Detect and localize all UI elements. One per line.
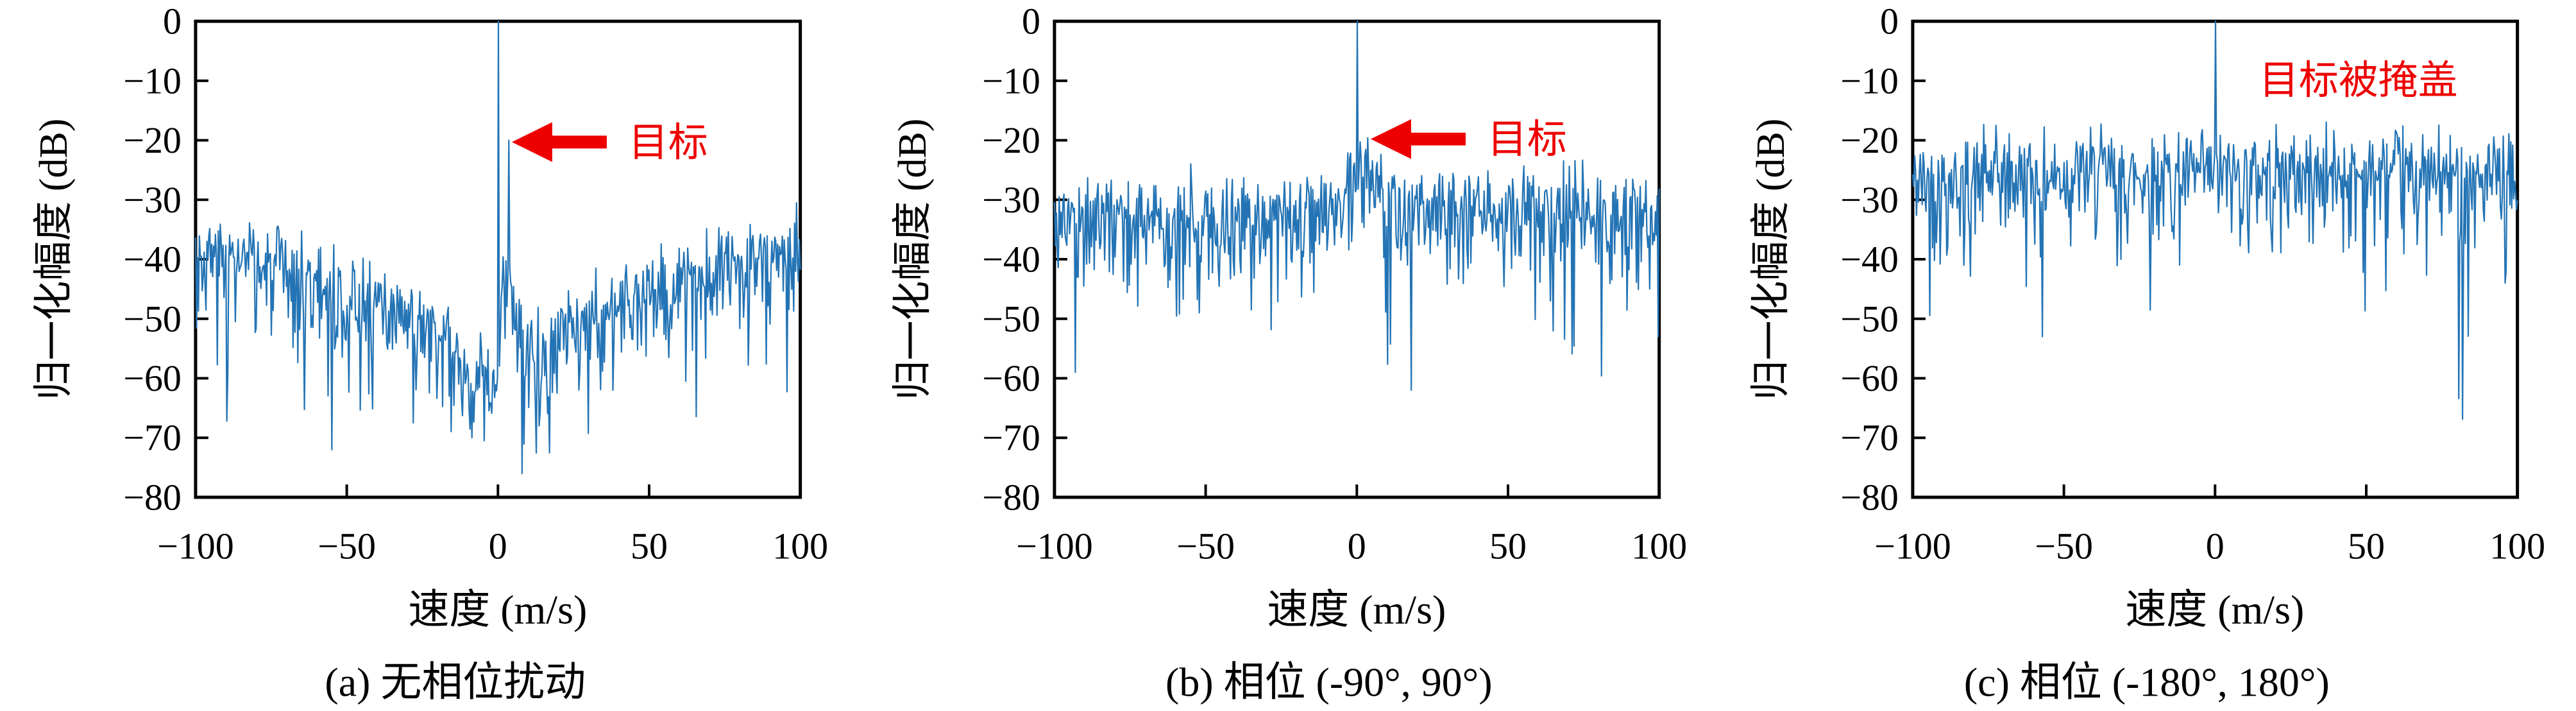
caption-b: (b) 相位 (-90°, 90°) — [1165, 659, 1493, 705]
x-tick-label: 100 — [772, 525, 828, 567]
caption-a: (a) 无相位扰动 — [325, 659, 586, 705]
y-tick-label: −80 — [982, 476, 1040, 518]
y-tick-label: −50 — [123, 298, 182, 339]
x-tick-label: 100 — [2490, 525, 2546, 567]
trace-group-b — [1053, 21, 1660, 391]
panel-c: −100 −50 0 50 100 0 −10 −20 −30 −40 −50 −60 −70 −80 归… — [1749, 1, 2546, 705]
spectrum-trace — [194, 21, 801, 474]
axes-a: −100 −50 0 50 100 0 −10 −20 −30 −40 −50 −60 −70 −80 — [123, 1, 828, 567]
y-tick-label: −60 — [982, 357, 1040, 399]
x-axis-label-c: 速度 (m/s) — [2126, 587, 2305, 632]
y-tick-label: −30 — [123, 179, 182, 221]
target-arrow — [511, 122, 607, 162]
y-tick-label: −20 — [123, 119, 182, 161]
x-tick-label: −50 — [1176, 525, 1235, 567]
y-tick-label: 0 — [1022, 1, 1040, 42]
y-axis-label-b: 归一化幅度 (dB) — [891, 119, 935, 400]
x-tick-label: 0 — [1347, 525, 1366, 567]
target-masked-annotation-c: 目标被掩盖 — [2259, 59, 2458, 103]
x-tick-label: 0 — [2206, 525, 2224, 567]
y-tick-label: −30 — [1841, 179, 1899, 221]
y-tick-label: −30 — [982, 179, 1040, 221]
panel-a: −100 −50 0 50 100 0 −10 −20 −30 −40 −50 −60 −70 −80 归… — [32, 1, 828, 705]
y-tick-label: −10 — [982, 60, 1040, 101]
y-tick-label: −10 — [123, 60, 182, 101]
target-annotation-a: 目标 — [629, 121, 708, 165]
x-tick-label: −100 — [1016, 525, 1093, 567]
y-axis-label-c: 归一化幅度 (dB) — [1749, 119, 1793, 400]
y-tick-label: −70 — [982, 417, 1040, 459]
y-tick-label: −20 — [1841, 119, 1899, 161]
annotation-group-b — [1370, 119, 1466, 159]
x-tick-label: −50 — [2035, 525, 2094, 567]
y-tick-label: −60 — [123, 357, 182, 399]
target-arrow — [1370, 119, 1466, 159]
annotation-group-a — [511, 122, 607, 162]
y-tick-label: −70 — [1841, 417, 1899, 459]
y-tick-label: −40 — [982, 239, 1040, 280]
y-tick-label: −40 — [123, 239, 182, 280]
y-tick-label: −10 — [1841, 60, 1899, 101]
y-axis-label-a: 归一化幅度 (dB) — [32, 119, 76, 400]
y-tick-label: −50 — [1841, 298, 1899, 339]
x-tick-label: 50 — [631, 525, 668, 567]
y-tick-label: 0 — [163, 1, 182, 42]
y-tick-label: −70 — [123, 417, 182, 459]
x-tick-label: 100 — [1631, 525, 1687, 567]
spectrum-trace — [1053, 21, 1660, 391]
x-tick-label: −50 — [318, 525, 376, 567]
spectrum-trace — [1912, 21, 2519, 420]
x-tick-label: 50 — [1489, 525, 1527, 567]
y-tick-label: −80 — [123, 476, 182, 518]
panel-b: −100 −50 0 50 100 0 −10 −20 −30 −40 −50 −60 −70 −80 归… — [891, 1, 1687, 705]
trace-group-c — [1912, 21, 2519, 420]
axes-b: −100 −50 0 50 100 0 −10 −20 −30 −40 −50 −60 −70 −80 — [982, 1, 1687, 567]
axes-c: −100 −50 0 50 100 0 −10 −20 −30 −40 −50 −60 −70 −80 — [1841, 1, 2546, 567]
x-tick-label: 50 — [2348, 525, 2385, 567]
x-tick-label: 0 — [489, 525, 507, 567]
y-tick-label: −20 — [982, 119, 1040, 161]
x-tick-label: −100 — [157, 525, 234, 567]
y-tick-label: −40 — [1841, 239, 1899, 280]
x-axis-label-a: 速度 (m/s) — [408, 587, 587, 632]
y-tick-label: −80 — [1841, 476, 1899, 518]
target-annotation-b: 目标 — [1487, 118, 1566, 162]
trace-group-a — [194, 21, 801, 474]
x-axis-label-b: 速度 (m/s) — [1267, 587, 1446, 632]
caption-c: (c) 相位 (-180°, 180°) — [1964, 659, 2330, 705]
x-tick-label: −100 — [1874, 525, 1951, 567]
y-tick-label: −60 — [1841, 357, 1899, 399]
y-tick-label: 0 — [1880, 1, 1899, 42]
y-tick-label: −50 — [982, 298, 1040, 339]
